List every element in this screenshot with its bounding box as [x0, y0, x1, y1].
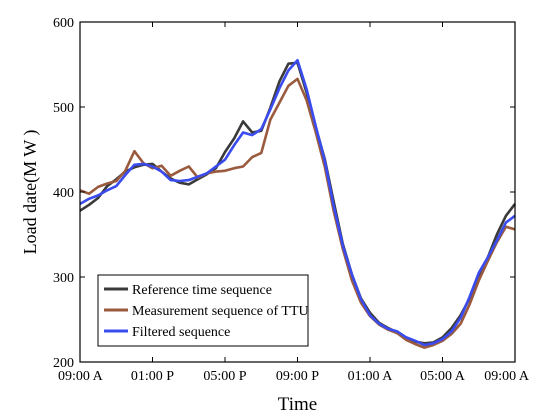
y-tick-label: 400	[53, 186, 74, 201]
y-tick-label: 500	[53, 101, 74, 116]
legend-label-1: Reference time sequence	[132, 283, 272, 298]
series-line-2	[79, 77, 516, 349]
series-layer	[79, 58, 517, 349]
y-tick-label: 300	[53, 271, 74, 286]
x-tick-label: 09:00 A	[484, 369, 530, 384]
x-tick-label: 09:00 A	[58, 369, 104, 384]
legend-box	[97, 274, 309, 347]
x-tick-label: 05:00 P	[203, 369, 246, 384]
y-axis-label: Load date(M W )	[20, 130, 41, 255]
legend-entries: Reference time sequence Measurement seque…	[104, 283, 309, 340]
legend-label-2: Measurement sequence of TTU	[132, 304, 309, 319]
series-line-3	[79, 58, 516, 347]
x-tick-label: 09:00 P	[276, 369, 319, 384]
x-tick-label: 01:00 A	[348, 369, 394, 384]
y-tick-label: 200	[53, 356, 74, 371]
x-axis-label: Time	[278, 394, 317, 415]
x-tick-label: 01:00 P	[131, 369, 174, 384]
tick-layer: 200 300 400 500 600 09:00 A 01:00 P 05:00 P 09:0…	[53, 16, 530, 384]
x-tick-label: 05:00 A	[420, 369, 466, 384]
legend: Reference time sequence Measurement seque…	[97, 274, 309, 347]
y-tick-label: 600	[53, 16, 74, 31]
legend-label-3: Filtered sequence	[132, 325, 230, 340]
